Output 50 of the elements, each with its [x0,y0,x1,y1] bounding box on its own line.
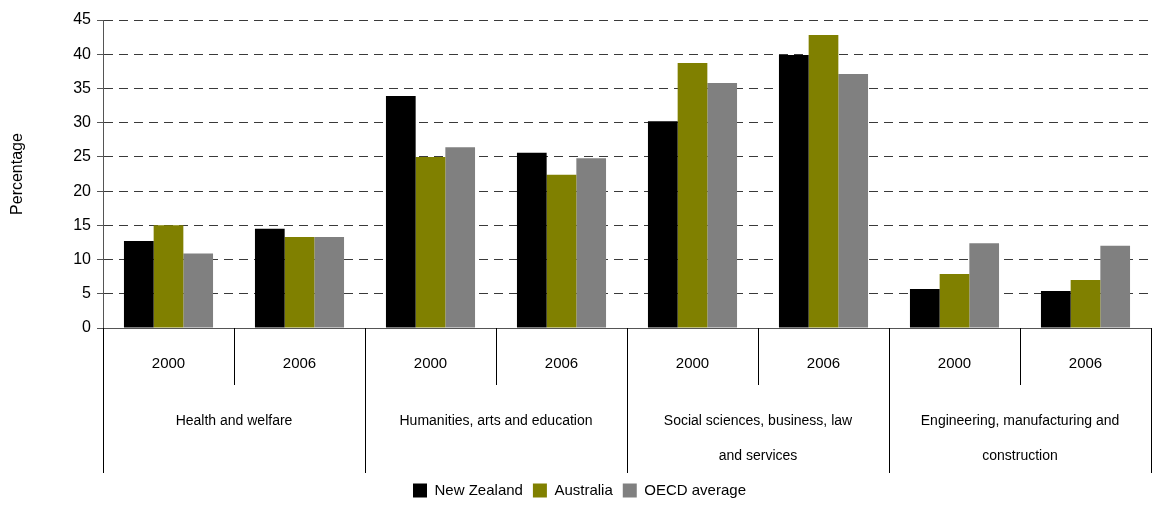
y-tick-label: 25 [73,147,92,165]
text: Humanities, arts and education [399,411,593,428]
bar [707,82,738,328]
bar [1040,291,1071,328]
y-tick-label: 45 [73,10,92,28]
bar [647,121,678,328]
y-tick-label: 10 [73,249,92,267]
bar [385,95,416,328]
y-tick-label: 15 [73,215,92,233]
x-tick-label: 2006 [1068,354,1103,372]
y-tick-label: 20 [73,181,92,199]
bar [838,74,869,328]
text: Social sciences, business, law and services [663,411,853,463]
y-axis-title: Percentage [8,132,26,215]
x-tick-label: 2006 [282,354,317,372]
bar [516,152,547,328]
bar [778,54,809,328]
bar [1070,280,1101,328]
bar [415,156,446,328]
x-tick-label: 2000 [675,354,710,372]
bar [808,35,839,328]
bar [546,174,577,328]
legend-label: Australia [554,480,614,498]
text: Engineering, manufacturing and construction [920,411,1120,463]
bar [969,243,1000,328]
bar [153,225,184,328]
bar [1100,245,1131,328]
x-tick-label: 2006 [544,354,579,372]
bar [445,147,476,328]
bar [123,241,154,328]
legend-label: OECD average [644,480,746,498]
bar [939,273,970,328]
bar [183,253,214,328]
bar [677,63,708,328]
x-tick-label: 2000 [151,354,186,372]
bar [909,288,940,328]
bar [254,228,285,328]
y-tick-label: 0 [82,318,92,336]
bar [284,236,315,328]
legend-label: New Zealand [434,480,523,498]
bar [314,236,345,328]
bar [576,158,607,328]
y-tick-label: 30 [73,113,92,131]
y-tick-label: 5 [82,284,92,302]
x-tick-label: 2000 [413,354,448,372]
y-tick-label: 35 [73,78,92,96]
y-tick-label: 40 [73,44,92,62]
text: Health and welfare [175,411,293,428]
x-tick-label: 2000 [937,354,972,372]
x-tick-label: 2006 [806,354,841,372]
